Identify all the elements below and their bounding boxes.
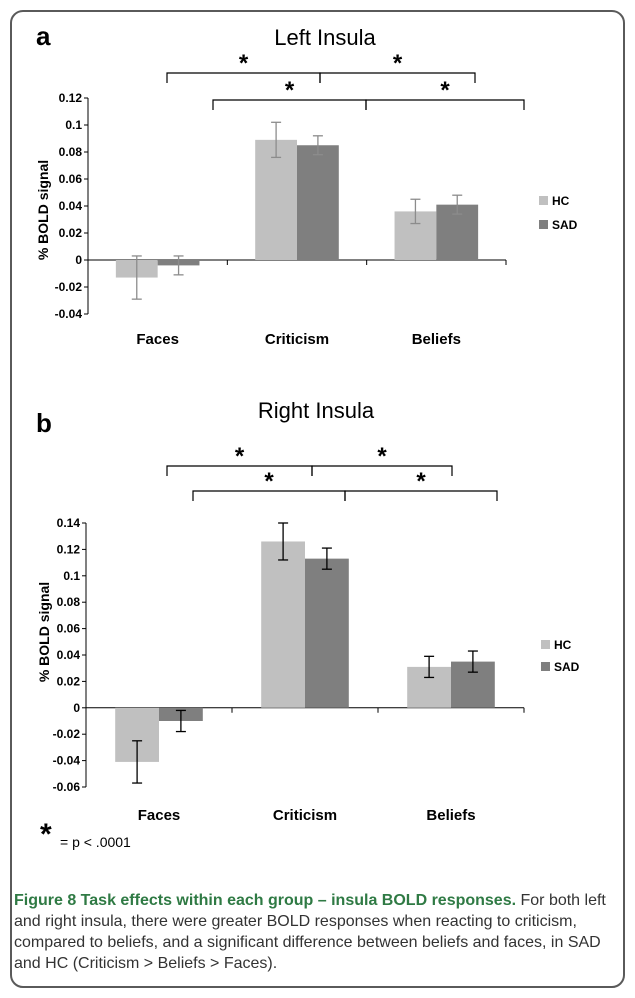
panel-b-ylabel: % BOLD signal: [36, 582, 52, 682]
y-tick-label: 0.04: [59, 199, 83, 213]
panel-b-label: b: [36, 408, 52, 438]
significance-star: *: [239, 50, 249, 77]
legend-hc-swatch: [539, 196, 548, 205]
x-tick-label: Faces: [136, 331, 179, 348]
y-tick-label: -0.02: [55, 280, 83, 294]
panel-b-title: Right Insula: [258, 398, 375, 423]
y-tick-label: 0.02: [59, 226, 83, 240]
y-tick-label: 0.12: [57, 542, 81, 556]
x-tick-label: Beliefs: [412, 331, 461, 348]
y-tick-label: 0.06: [59, 172, 83, 186]
significance-bracket: [344, 490, 498, 501]
panel-a-bars: [115, 121, 479, 300]
y-tick-label: 0.12: [59, 91, 83, 105]
bar-hc: [255, 139, 297, 260]
panel-b: b Right Insula % BOLD signal * ** * -0.06-…: [36, 398, 580, 824]
significance-star: *: [40, 818, 52, 851]
significance-bracket: [319, 72, 476, 83]
panel-a-brackets: * * * *: [166, 50, 525, 110]
panel-a-ylabel: % BOLD signal: [35, 160, 51, 260]
legend-sad-swatch: [539, 220, 548, 229]
panel-a-label: a: [36, 21, 51, 51]
legend-hc-swatch: [541, 640, 550, 649]
x-tick-label: Criticism: [265, 331, 329, 348]
legend-sad-label: SAD: [554, 660, 580, 674]
bar-sad: [305, 558, 349, 708]
bar-hc: [261, 541, 305, 708]
y-tick-label: 0.06: [57, 622, 81, 636]
legend-hc-label: HC: [554, 638, 572, 652]
panel-b-axis: -0.06 -0.04 -0.02 0 0.02 0.04 0.06 0.08 0.1 0.12 0…: [53, 516, 525, 824]
y-tick-label: 0: [75, 253, 82, 267]
bar-sad: [297, 145, 339, 260]
significance-star: *: [416, 468, 426, 495]
significance-note: = p < .0001: [60, 834, 131, 850]
panel-a: a Left Insula % BOLD signal * * * * -0.04 -0…: [35, 21, 578, 348]
y-tick-label: 0.08: [57, 595, 81, 609]
significance-star: *: [440, 77, 450, 104]
significance-star: *: [235, 443, 245, 470]
y-tick-label: -0.06: [53, 780, 81, 794]
y-tick-label: -0.02: [53, 727, 81, 741]
y-tick-label: 0.08: [59, 145, 83, 159]
panel-b-brackets: * * * *: [166, 443, 498, 501]
y-tick-label: 0.1: [65, 118, 82, 132]
y-tick-label: 0.1: [63, 569, 80, 583]
x-tick-label: Faces: [138, 807, 181, 824]
y-tick-label: 0.04: [57, 648, 81, 662]
panel-a-legend: HC SAD: [539, 194, 578, 232]
y-tick-label: 0.02: [57, 674, 81, 688]
significance-bracket: [365, 99, 525, 110]
panel-b-bars: [115, 522, 495, 784]
significance-star: *: [285, 77, 295, 104]
significance-star: *: [264, 468, 274, 495]
x-tick-label: Beliefs: [426, 807, 475, 824]
figure-caption: Figure 8 Task effects within each group …: [14, 890, 620, 974]
y-tick-label: -0.04: [55, 307, 83, 321]
y-tick-label: 0.14: [57, 516, 81, 530]
legend-hc-label: HC: [552, 194, 570, 208]
panel-b-legend: HC SAD: [541, 638, 580, 674]
y-tick-label: -0.04: [53, 754, 81, 768]
panel-a-title: Left Insula: [274, 25, 376, 50]
significance-star: *: [393, 50, 403, 77]
significance-star: *: [377, 443, 387, 470]
legend-sad-label: SAD: [552, 218, 578, 232]
caption-body: For both left and right insula, there we…: [14, 892, 606, 972]
y-tick-label: 0: [73, 701, 80, 715]
caption-title: Figure 8 Task effects within each group …: [14, 892, 517, 909]
significance-bracket: [311, 465, 453, 476]
x-tick-label: Criticism: [273, 807, 337, 824]
legend-sad-swatch: [541, 662, 550, 671]
